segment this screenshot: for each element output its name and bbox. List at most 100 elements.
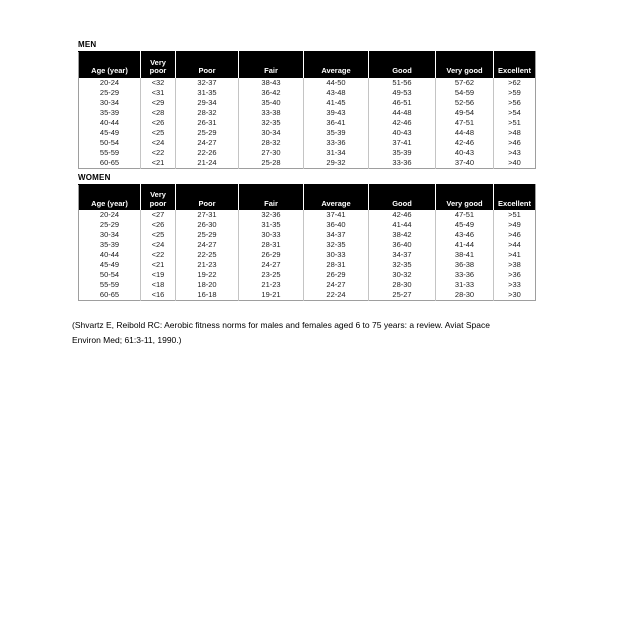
fitness-value-cell: 33-38 xyxy=(238,107,304,118)
citation: (Shvartz E, Reibold RC: Aerobic fitness … xyxy=(72,318,535,348)
fitness-value-cell: 30-33 xyxy=(238,230,304,240)
fitness-value-cell: 41-45 xyxy=(303,97,369,108)
table-row: 55-59 <22 22-26 27-30 31-34 35-39 40-43 >43 xyxy=(79,147,536,158)
age-range-cell: 50-54 xyxy=(99,270,120,279)
age-range-cell: 40-44 xyxy=(99,117,120,127)
fitness-value-cell: 38-42 xyxy=(368,230,436,240)
fitness-value-cell: 37-40 xyxy=(435,157,494,168)
women-section: WOMEN Age (year) Very poor Poor Fair Average… xyxy=(78,173,536,301)
men-table-title: MEN xyxy=(78,40,97,49)
fitness-value-cell: 36-38 xyxy=(435,260,494,270)
age-range-cell: 40-44 xyxy=(99,250,120,259)
fitness-value-cell: <19 xyxy=(140,270,176,280)
fitness-value-cell: <25 xyxy=(140,127,176,138)
header-row: Age (year) Very poor Poor Fair Average Good Ve… xyxy=(78,51,536,78)
fitness-value-cell: 36-40 xyxy=(303,220,369,230)
fitness-value-cell: >46 xyxy=(493,137,536,148)
fitness-value-cell: 31-33 xyxy=(435,280,494,290)
fitness-value-cell: 25-28 xyxy=(238,157,304,168)
fitness-value-cell: >54 xyxy=(493,107,536,118)
fitness-value-cell: 25-29 xyxy=(175,127,239,138)
fitness-value-cell: >36 xyxy=(493,270,536,280)
column-header: Poor xyxy=(175,51,239,78)
fitness-value-cell: >30 xyxy=(493,290,536,301)
fitness-value-cell: 37-41 xyxy=(368,137,436,148)
fitness-value-cell: >43 xyxy=(493,147,536,158)
age-range-cell: 25-29 xyxy=(99,87,120,97)
fitness-value-cell: 35-40 xyxy=(238,97,304,108)
fitness-value-cell: 30-34 xyxy=(238,127,304,138)
fitness-value-cell: 43-46 xyxy=(435,230,494,240)
fitness-value-cell: >51 xyxy=(493,210,536,220)
fitness-value-cell: 49-54 xyxy=(435,107,494,118)
fitness-value-cell: 47-51 xyxy=(435,117,494,128)
fitness-value-cell: 35-39 xyxy=(303,127,369,138)
fitness-value-cell: <26 xyxy=(140,220,176,230)
column-header: Fair xyxy=(238,184,304,210)
table-row: 35-39 <28 28-32 33-38 39-43 44-48 49-54 >54 xyxy=(79,107,536,118)
age-range-cell: 20-24 xyxy=(99,210,120,219)
fitness-value-cell: 25-29 xyxy=(175,230,239,240)
fitness-value-cell: <26 xyxy=(140,117,176,128)
fitness-value-cell: 44-48 xyxy=(368,107,436,118)
women-fitness-table: Age (year) Very poor Poor Fair Average Good Ve… xyxy=(78,183,536,301)
fitness-value-cell: 18-20 xyxy=(175,280,239,290)
fitness-value-cell: <29 xyxy=(140,97,176,108)
fitness-value-cell: 41-44 xyxy=(368,220,436,230)
fitness-value-cell: >38 xyxy=(493,260,536,270)
fitness-value-cell: 33-36 xyxy=(435,270,494,280)
page-content: MEN Age (year) Very poor Poor Fair Average Go… xyxy=(72,40,536,348)
fitness-value-cell: 40-43 xyxy=(435,147,494,158)
fitness-value-cell: 25-27 xyxy=(368,290,436,301)
column-header: Good xyxy=(368,51,436,78)
table-row: 35-39 <24 24-27 28-31 32-35 36-40 41-44 >44 xyxy=(79,240,536,250)
fitness-value-cell: 32-35 xyxy=(303,240,369,250)
fitness-value-cell: 24-27 xyxy=(175,137,239,148)
citation-line-2: Environ Med; 61:3-11, 1990.) xyxy=(72,335,182,345)
fitness-value-cell: 26-29 xyxy=(238,250,304,260)
fitness-value-cell: 22-25 xyxy=(175,250,239,260)
fitness-value-cell: 42-46 xyxy=(368,117,436,128)
fitness-value-cell: 16-18 xyxy=(175,290,239,301)
column-header: Very poor xyxy=(140,184,176,210)
column-header: Average xyxy=(303,51,369,78)
fitness-value-cell: 30-32 xyxy=(368,270,436,280)
column-header: Fair xyxy=(238,51,304,78)
fitness-value-cell: 36-42 xyxy=(238,87,304,98)
column-header: Very good xyxy=(435,184,494,210)
age-range-cell: 25-29 xyxy=(99,220,120,229)
fitness-value-cell: 29-32 xyxy=(303,157,369,168)
fitness-value-cell: 54-59 xyxy=(435,87,494,98)
column-header: Excellent xyxy=(493,51,536,78)
men-fitness-table: Age (year) Very poor Poor Fair Average Good Ve… xyxy=(78,51,536,169)
age-range-cell: 60-65 xyxy=(99,157,120,167)
fitness-value-cell: 44-48 xyxy=(435,127,494,138)
table-row: 60-65 <21 21-24 25-28 29-32 33-36 37-40 >40 xyxy=(79,157,536,168)
header-row: Age (year) Very poor Poor Fair Average Good Ve… xyxy=(78,184,536,210)
fitness-value-cell: 28-32 xyxy=(175,107,239,118)
women-table-body: 20-24 <27 27-31 32-36 37-41 42-46 47-51 >51 25-2… xyxy=(79,210,536,301)
fitness-value-cell: 34-37 xyxy=(303,230,369,240)
fitness-value-cell: <24 xyxy=(140,240,176,250)
age-range-cell: 55-59 xyxy=(99,147,120,157)
fitness-value-cell: 34-37 xyxy=(368,250,436,260)
fitness-value-cell: 40-43 xyxy=(368,127,436,138)
fitness-value-cell: 28-32 xyxy=(238,137,304,148)
table-row: 55-59 <18 18-20 21-23 24-27 28-30 31-33 >33 xyxy=(79,280,536,290)
fitness-value-cell: >49 xyxy=(493,220,536,230)
men-section: MEN Age (year) Very poor Poor Fair Average Go… xyxy=(78,40,536,169)
fitness-value-cell: 24-27 xyxy=(303,280,369,290)
fitness-value-cell: <22 xyxy=(140,147,176,158)
column-header: Very poor xyxy=(140,51,176,78)
men-table-body: 20-24 <32 32-37 38-43 44-50 51-56 57-62 >62 25-2… xyxy=(79,77,536,168)
fitness-value-cell: 49-53 xyxy=(368,87,436,98)
fitness-value-cell: 28-31 xyxy=(238,240,304,250)
fitness-value-cell: 36-40 xyxy=(368,240,436,250)
column-header: Poor xyxy=(175,184,239,210)
fitness-value-cell: 46-51 xyxy=(368,97,436,108)
fitness-value-cell: 57-62 xyxy=(435,77,494,88)
fitness-value-cell: 31-35 xyxy=(175,87,239,98)
age-range-cell: 60-65 xyxy=(99,290,120,299)
fitness-value-cell: 32-35 xyxy=(238,117,304,128)
